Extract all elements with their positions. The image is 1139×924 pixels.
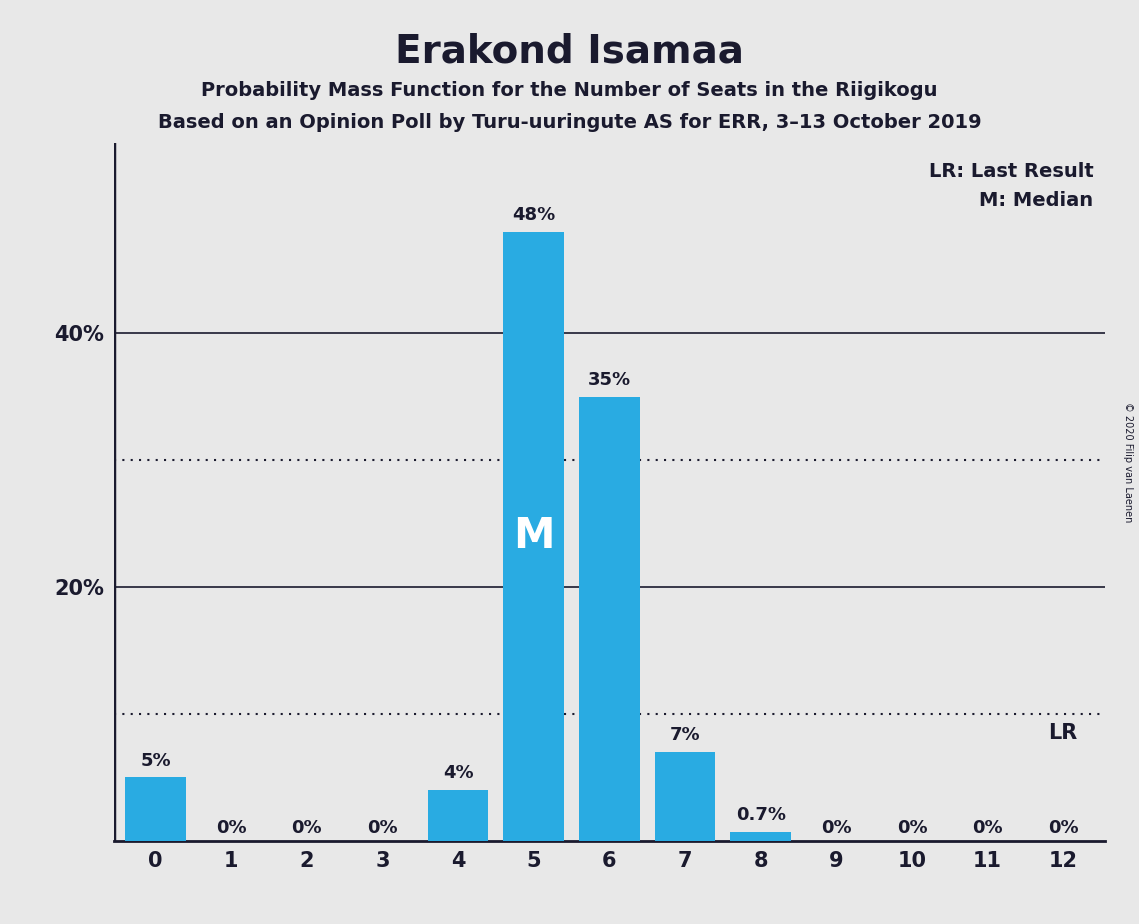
Text: Erakond Isamaa: Erakond Isamaa bbox=[395, 32, 744, 70]
Text: 0%: 0% bbox=[367, 819, 398, 837]
Text: Based on an Opinion Poll by Turu-uuringute AS for ERR, 3–13 October 2019: Based on an Opinion Poll by Turu-uuringu… bbox=[157, 113, 982, 132]
Text: © 2020 Filip van Laenen: © 2020 Filip van Laenen bbox=[1123, 402, 1133, 522]
Bar bbox=[125, 777, 186, 841]
Text: 0%: 0% bbox=[973, 819, 1003, 837]
Text: 35%: 35% bbox=[588, 371, 631, 389]
Text: 5%: 5% bbox=[140, 752, 171, 770]
Text: 4%: 4% bbox=[443, 764, 474, 783]
Bar bbox=[503, 232, 564, 841]
Text: 0%: 0% bbox=[896, 819, 927, 837]
Text: M: Median: M: Median bbox=[980, 191, 1093, 211]
Text: Probability Mass Function for the Number of Seats in the Riigikogu: Probability Mass Function for the Number… bbox=[202, 81, 937, 101]
Text: M: M bbox=[513, 516, 555, 557]
Bar bbox=[428, 790, 489, 841]
Text: 0%: 0% bbox=[821, 819, 852, 837]
Text: 7%: 7% bbox=[670, 726, 700, 745]
Text: 0%: 0% bbox=[292, 819, 322, 837]
Text: LR: LR bbox=[1049, 723, 1077, 743]
Bar bbox=[655, 752, 715, 841]
Text: 0.7%: 0.7% bbox=[736, 807, 786, 824]
Text: LR: Last Result: LR: Last Result bbox=[928, 162, 1093, 181]
Bar bbox=[730, 832, 790, 841]
Text: 0%: 0% bbox=[215, 819, 246, 837]
Text: 48%: 48% bbox=[513, 206, 556, 225]
Bar bbox=[579, 397, 640, 841]
Text: 0%: 0% bbox=[1048, 819, 1079, 837]
